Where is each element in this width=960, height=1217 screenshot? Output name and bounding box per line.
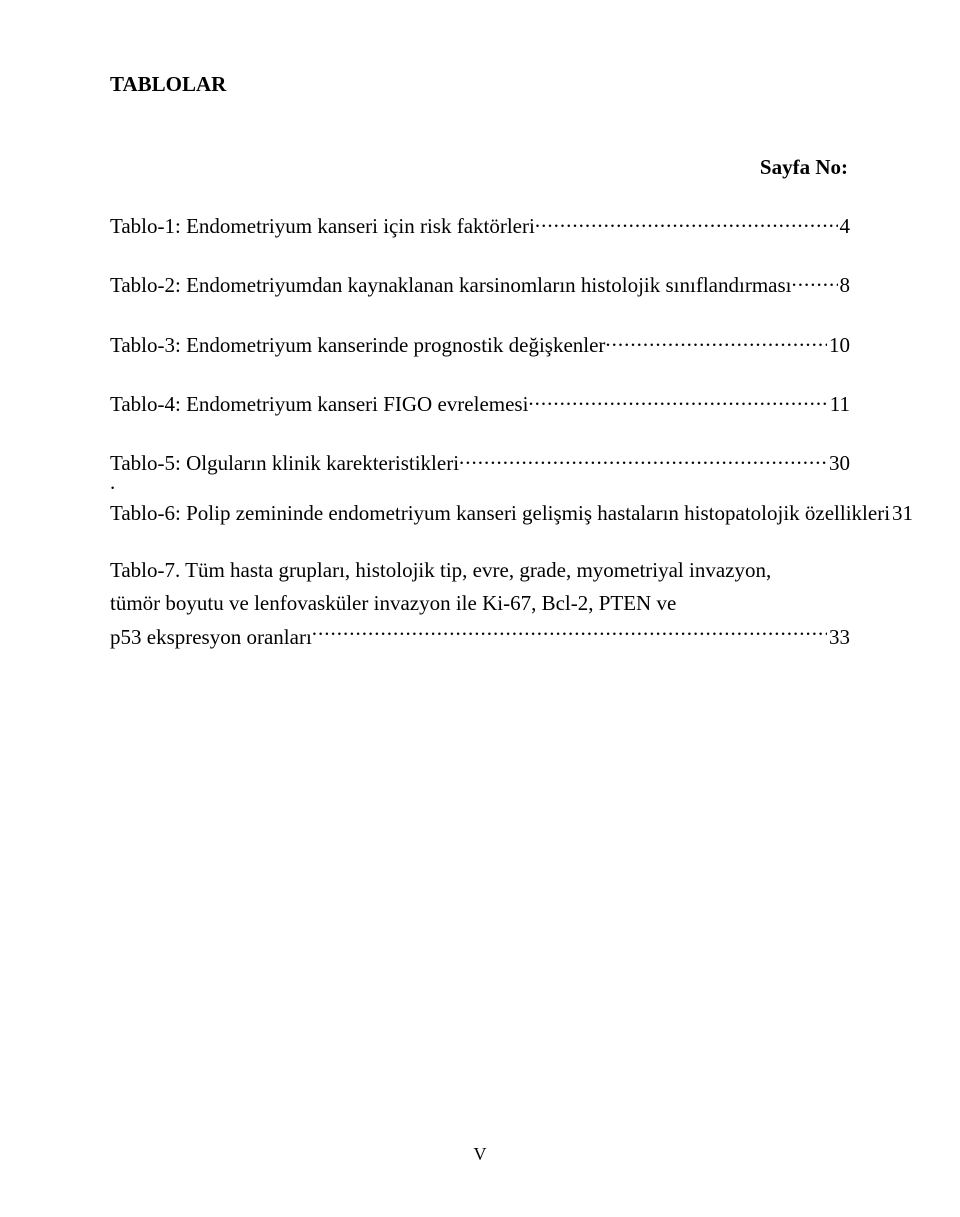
toc-entry-text: tümör boyutu ve lenfovasküler invazyon i… [110, 587, 676, 620]
toc-entry-text: Tablo-7. Tüm hasta grupları, histolojik … [110, 554, 771, 587]
toc-entry-page: 31 [890, 501, 913, 526]
page-title: TABLOLAR [110, 72, 850, 97]
page-number-header: Sayfa No: [110, 155, 850, 180]
toc-entry-text: Tablo-2: Endometriyumdan kaynaklanan kar… [110, 273, 791, 298]
toc-entry-page: 8 [838, 273, 851, 298]
toc-entry-text: Tablo-1: Endometriyum kanseri için risk … [110, 214, 535, 239]
toc-entry-page: 30 [827, 451, 850, 476]
toc-entry-page: 11 [828, 392, 850, 417]
toc-leader [605, 326, 827, 351]
toc-entry-text: Tablo-5: Olguların klinik karekteristikl… [110, 451, 459, 476]
toc-entry: Tablo-1: Endometriyum kanseri için risk … [110, 208, 850, 239]
toc-leader [791, 267, 837, 292]
toc-entry: Tablo-3: Endometriyum kanserinde prognos… [110, 326, 850, 357]
toc-entry-page: 4 [838, 214, 851, 239]
toc-entry-page: 33 [827, 621, 850, 654]
toc-entry: Tablo-6: Polip zemininde endometriyum ka… [110, 495, 850, 526]
toc-entry: Tablo-7. Tüm hasta grupları, histolojik … [110, 554, 850, 654]
toc-leader [528, 386, 827, 411]
toc-entry: Tablo-2: Endometriyumdan kaynaklanan kar… [110, 267, 850, 298]
toc-entry-text: Tablo-3: Endometriyum kanserinde prognos… [110, 333, 605, 358]
toc-leader [312, 619, 827, 644]
toc-entry-page: 10 [827, 333, 850, 358]
toc-entry-text: p53 ekspresyon oranları [110, 621, 312, 654]
toc-entry: Tablo-4: Endometriyum kanseri FIGO evrel… [110, 386, 850, 417]
document-page: TABLOLAR Sayfa No: Tablo-1: Endometriyum… [0, 0, 960, 1217]
toc-entry-text: Tablo-4: Endometriyum kanseri FIGO evrel… [110, 392, 528, 417]
toc-leader [535, 208, 838, 233]
toc-entry-text: Tablo-6: Polip zemininde endometriyum ka… [110, 501, 890, 526]
page-footer: V [0, 1144, 960, 1165]
toc-leader [459, 445, 827, 470]
